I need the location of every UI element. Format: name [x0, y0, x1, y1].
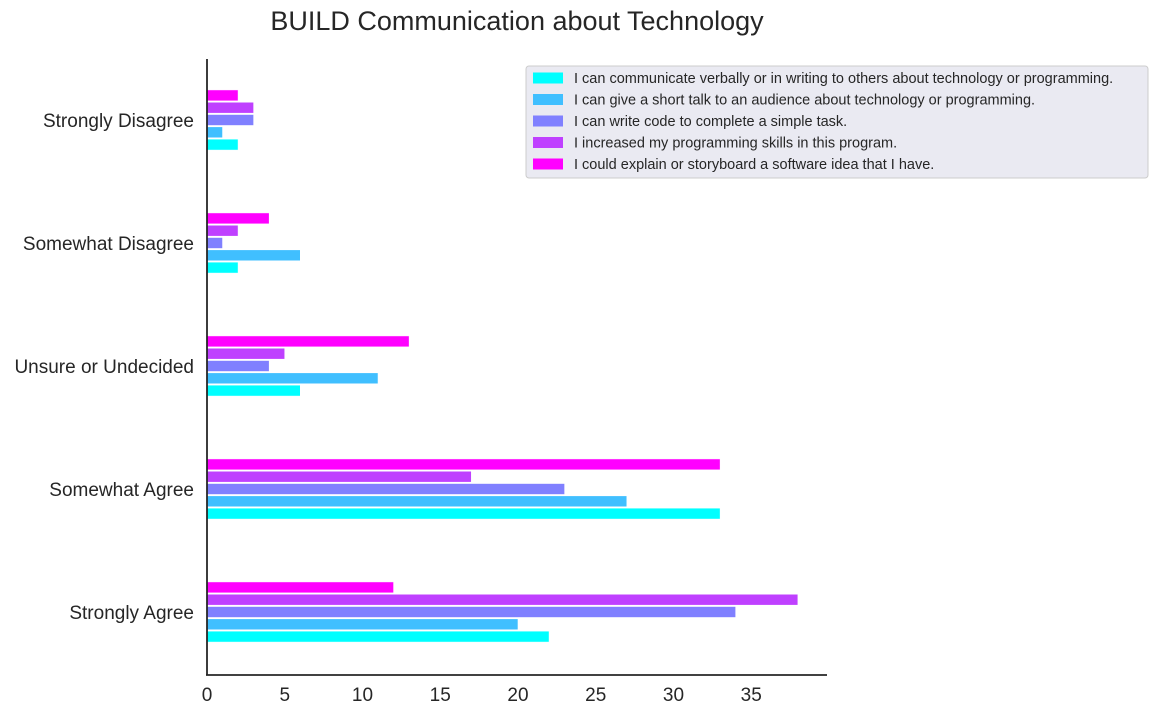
legend: I can communicate verbally or in writing… — [525, 65, 1149, 179]
bar-series2-strongly-agree — [206, 618, 519, 631]
bar-series5-unsure-or-undecided — [206, 335, 410, 348]
bars-group — [206, 89, 799, 643]
legend-swatch — [533, 94, 563, 105]
x-tick-label: 25 — [585, 685, 606, 706]
chart-title: BUILD Communication about Technology — [270, 6, 764, 36]
bar-series3-strongly-disagree — [206, 114, 254, 126]
legend-label: I could explain or storyboard a software… — [574, 157, 934, 173]
bar-series1-somewhat-agree — [206, 507, 721, 520]
x-tick-label: 35 — [741, 685, 762, 706]
legend-box — [525, 65, 1149, 179]
bar-series4-somewhat-agree — [206, 470, 472, 483]
legend-label: I can communicate verbally or in writing… — [574, 71, 1113, 87]
bar-series2-somewhat-disagree — [206, 249, 301, 262]
bar-series3-somewhat-disagree — [206, 237, 223, 249]
legend-label: I can give a short talk to an audience a… — [574, 93, 1035, 109]
bar-series2-somewhat-agree — [206, 495, 628, 508]
category-labels: Strongly Agree Somewhat Agree Unsure or Un… — [14, 111, 194, 624]
bar-series4-somewhat-disagree — [206, 224, 239, 237]
legend-swatch — [533, 158, 563, 170]
legend-label: I increased my programming skills in thi… — [574, 136, 897, 152]
category-label: Strongly Disagree — [43, 111, 194, 132]
legend-label: I can write code to complete a simple ta… — [574, 114, 847, 130]
bar-series5-somewhat-disagree — [206, 212, 270, 225]
bar-series4-unsure-or-undecided — [206, 347, 286, 360]
x-tick-label: 0 — [202, 685, 213, 706]
x-tick-label: 20 — [507, 685, 528, 706]
category-label: Somewhat Disagree — [23, 234, 194, 255]
bar-series1-strongly-agree — [206, 630, 550, 643]
legend-swatch — [533, 115, 563, 127]
legend-swatch — [533, 137, 563, 148]
bar-series3-strongly-agree — [206, 606, 737, 618]
legend-swatch — [533, 72, 563, 84]
category-label: Strongly Agree — [69, 603, 194, 624]
bar-series2-unsure-or-undecided — [206, 372, 379, 385]
x-tick-label: 10 — [352, 685, 373, 706]
x-tick-labels: 0 5 10 15 20 25 30 35 — [202, 685, 762, 706]
bar-series5-somewhat-agree — [206, 458, 721, 471]
bar-series4-strongly-agree — [206, 593, 799, 606]
category-label: Unsure or Undecided — [14, 357, 194, 378]
bar-series5-strongly-disagree — [206, 89, 239, 102]
bar-series2-strongly-disagree — [206, 126, 223, 139]
category-label: Somewhat Agree — [49, 480, 194, 501]
bar-series1-somewhat-disagree — [206, 261, 239, 274]
bar-series1-strongly-disagree — [206, 138, 239, 151]
bar-series4-strongly-disagree — [206, 101, 254, 114]
bar-series5-strongly-agree — [206, 581, 394, 594]
x-tick-label: 30 — [663, 685, 684, 706]
bar-series3-somewhat-agree — [206, 483, 565, 495]
x-tick-label: 15 — [430, 685, 451, 706]
x-tick-label: 5 — [279, 685, 290, 706]
bar-series1-unsure-or-undecided — [206, 384, 301, 397]
bar-series3-unsure-or-undecided — [206, 360, 270, 372]
